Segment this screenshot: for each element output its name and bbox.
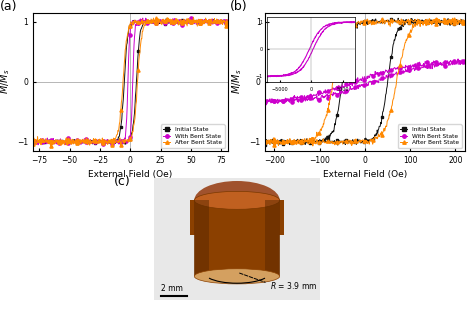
Y-axis label: $M/M_s$: $M/M_s$ [230,69,244,95]
Bar [190,200,284,235]
Text: 2 mm: 2 mm [161,284,183,293]
FancyBboxPatch shape [154,178,320,300]
FancyBboxPatch shape [194,200,209,276]
Legend: Initial State, With Bent State, After Bent State: Initial State, With Bent State, After Be… [398,124,462,148]
X-axis label: External Field (Oe): External Field (Oe) [323,170,407,179]
Ellipse shape [194,181,280,220]
Text: (c): (c) [114,176,130,188]
Legend: Initial State, With Bent State, After Bent State: Initial State, With Bent State, After Be… [161,124,225,148]
Ellipse shape [194,269,280,284]
Text: (a): (a) [0,0,18,13]
Y-axis label: $M/M_s$: $M/M_s$ [0,69,12,95]
X-axis label: External Field (Oe): External Field (Oe) [88,170,173,179]
FancyBboxPatch shape [265,200,280,276]
Text: (b): (b) [229,0,247,13]
Text: $R$ = 3.9 mm: $R$ = 3.9 mm [270,280,318,291]
FancyBboxPatch shape [194,200,280,276]
Ellipse shape [194,191,280,209]
